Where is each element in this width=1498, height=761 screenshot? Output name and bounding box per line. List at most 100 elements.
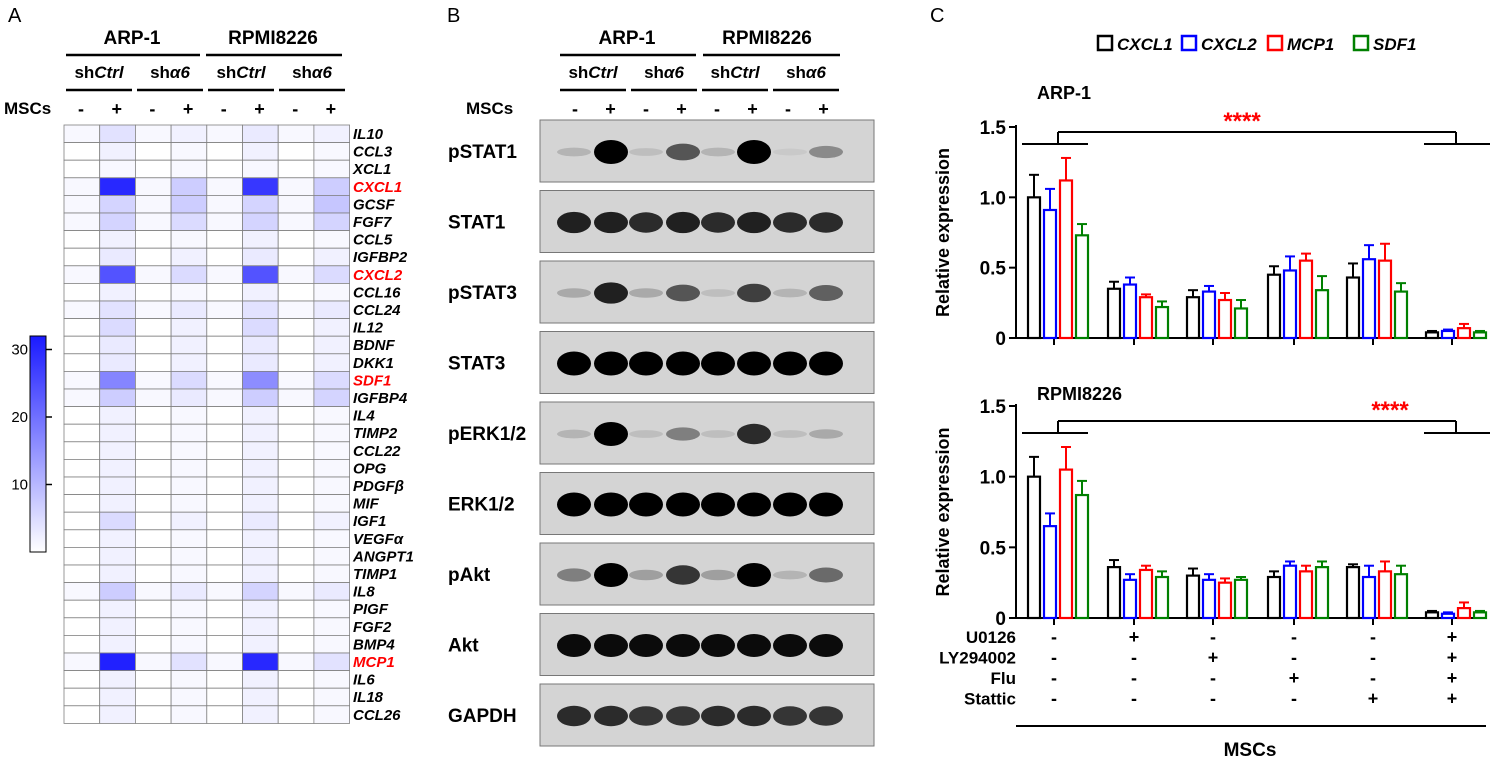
mscs-sign: - xyxy=(78,99,84,119)
heatmap-cell xyxy=(242,423,279,443)
heatmap-cell xyxy=(170,142,208,161)
heatmap-cell xyxy=(277,705,315,724)
bar xyxy=(1456,607,1472,620)
heatmap-cell xyxy=(206,617,243,636)
heatmap-cell xyxy=(99,159,136,179)
panel-label-a: A xyxy=(8,5,22,27)
heatmap-cell xyxy=(313,177,350,196)
blot-band xyxy=(809,633,843,658)
gene-label: CXCL1 xyxy=(353,179,402,196)
heatmap-cell xyxy=(170,441,208,460)
heatmap-cell xyxy=(242,494,279,513)
bar xyxy=(1074,234,1090,340)
significance-bracket xyxy=(1022,420,1490,434)
heatmap-cell xyxy=(242,511,279,531)
heatmap-cell xyxy=(134,318,172,337)
bar xyxy=(1122,578,1138,620)
gene-label: CXCL2 xyxy=(353,267,403,284)
heatmap-cell xyxy=(134,458,172,478)
heatmap-cell xyxy=(170,247,208,267)
heatmap-cell xyxy=(313,265,350,284)
bar xyxy=(1026,475,1042,620)
heatmap-cell xyxy=(313,687,350,707)
bar xyxy=(1314,566,1330,620)
blot-band xyxy=(701,289,735,297)
heatmap-cell xyxy=(99,300,136,320)
heatmap-cell xyxy=(170,564,208,584)
bar xyxy=(1217,298,1233,340)
heatmap-cell xyxy=(313,670,350,689)
mscs-sign: + xyxy=(183,99,194,119)
blot-row: STAT3 xyxy=(448,331,875,394)
heatmap-cell xyxy=(99,547,136,566)
heatmap-cell xyxy=(63,652,101,672)
gene-label: FGF7 xyxy=(353,214,392,231)
blot-band xyxy=(773,212,807,233)
treatment-label: LY294002 xyxy=(939,649,1016,668)
heatmap-cell xyxy=(170,476,208,496)
blot-band xyxy=(666,633,700,658)
heatmap-cell xyxy=(99,617,136,636)
condition-name: α6 xyxy=(312,63,333,82)
mscs-label-b: MSCs xyxy=(466,99,513,118)
blot-band xyxy=(809,429,843,439)
blot-band xyxy=(629,351,663,376)
bar xyxy=(1472,611,1488,620)
heatmap-cell xyxy=(277,494,315,513)
heatmap-cell xyxy=(242,124,279,144)
heatmap-cell xyxy=(313,547,350,566)
heatmap-cell xyxy=(134,230,172,249)
blot-band xyxy=(737,351,771,376)
heatmap-header: ARP-1 RPMI8226 shCtrl shα6 shCtrl shα6 MSCs… xyxy=(4,28,345,119)
bar xyxy=(1472,331,1488,340)
blot-band xyxy=(666,143,700,161)
protein-label: STAT1 xyxy=(448,213,506,234)
heatmap-cell xyxy=(242,388,279,408)
heatmap-cell xyxy=(242,159,279,179)
heatmap-cell xyxy=(313,142,350,161)
condition-prefix: sh xyxy=(150,63,170,82)
heatmap-cell xyxy=(206,441,243,460)
heatmap-cell xyxy=(99,212,136,232)
heatmap-cell xyxy=(134,265,172,284)
heatmap-cell xyxy=(99,529,136,548)
blot-band xyxy=(557,492,591,517)
heatmap-cell xyxy=(242,582,279,601)
heatmap-cell xyxy=(313,599,350,619)
blot-band xyxy=(809,706,843,726)
heatmap-cell xyxy=(313,124,350,144)
blot-band xyxy=(701,430,735,438)
condition-prefix: sh xyxy=(644,63,664,82)
condition-label: shCtrl xyxy=(74,63,124,82)
blot-band xyxy=(773,570,807,580)
heatmap-cell xyxy=(206,406,243,425)
heatmap-cell xyxy=(277,300,315,320)
bar xyxy=(1154,575,1170,620)
bar xyxy=(1266,575,1282,620)
heatmap-cell xyxy=(134,511,172,531)
bar xyxy=(1058,179,1074,340)
blot-band xyxy=(701,492,735,517)
blot-band xyxy=(557,147,591,157)
heatmap-cell xyxy=(134,300,172,320)
heatmap-cell xyxy=(99,124,136,144)
heatmap-cell xyxy=(63,476,101,496)
blot-band xyxy=(594,492,628,517)
blot-row: GAPDH xyxy=(448,683,875,747)
heatmap-cell xyxy=(206,635,243,654)
heatmap-cell xyxy=(170,423,208,443)
heatmap-cell xyxy=(313,617,350,636)
condition-prefix: sh xyxy=(710,63,730,82)
heatmap-cell xyxy=(206,511,243,531)
heatmap-cell xyxy=(134,370,172,390)
heatmap-cell xyxy=(206,388,243,408)
group-label-b-2: RPMI8226 xyxy=(722,28,812,49)
blot-band xyxy=(594,705,628,727)
condition-prefix: sh xyxy=(292,63,312,82)
heatmap-cell xyxy=(277,370,315,390)
heatmap-cell xyxy=(277,406,315,425)
heatmap-cell xyxy=(277,124,315,144)
mscs-sign: + xyxy=(747,99,758,119)
heatmap-cell xyxy=(242,458,279,478)
heatmap-cell xyxy=(134,247,172,267)
